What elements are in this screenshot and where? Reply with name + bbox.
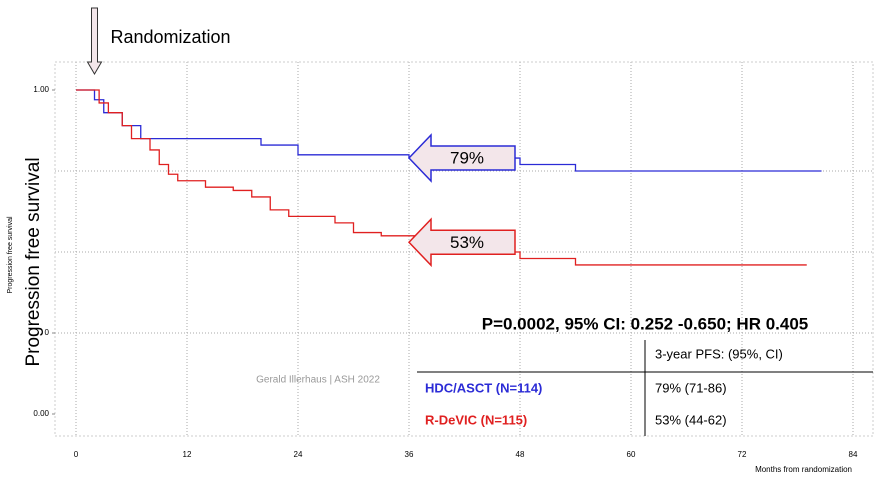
stats: P=0.0002, 95% CI: 0.252 -0.650; HR 0.405 (482, 314, 809, 333)
table-header: 3-year PFS: (95%, CI) (655, 346, 783, 361)
x-tick-label: 24 (294, 450, 303, 459)
watermark: Gerald Illerhaus | ASH 2022 (256, 375, 380, 386)
table-cell: R-DeVIC (N=115) (425, 412, 527, 427)
pfs-arrow (407, 217, 516, 268)
table-cell: 79% (71-86) (655, 380, 727, 395)
x-tick-label: 84 (849, 450, 858, 459)
x-label: Months from randomization (755, 465, 852, 474)
table-cell: 53% (44-62) (655, 412, 727, 427)
x-tick-label: 12 (183, 450, 192, 459)
table-cell: HDC/ASCT (N=114) (425, 380, 542, 395)
plot-frame (54, 61, 874, 437)
y-tick-label: 0.00 (33, 409, 49, 418)
pfs-arrow-label: 79% (450, 149, 484, 168)
y-tick-label: 0 (45, 328, 50, 337)
randomization-label: Randomization (111, 27, 231, 47)
x-tick-label: 72 (738, 450, 747, 459)
pfs-arrow-label: 53% (450, 233, 484, 252)
randomization-arrow (86, 7, 103, 75)
x-tick-label: 0 (74, 450, 79, 459)
x-tick-label: 48 (516, 450, 525, 459)
y-label-small: Progression free survival (7, 216, 14, 293)
x-tick-label: 36 (405, 450, 414, 459)
y-tick-label: 1.00 (33, 85, 49, 94)
y-label: Progression free survival (23, 157, 44, 366)
survival-line (76, 89, 822, 172)
pfs-arrow (407, 133, 516, 183)
x-tick-label: 60 (627, 450, 636, 459)
